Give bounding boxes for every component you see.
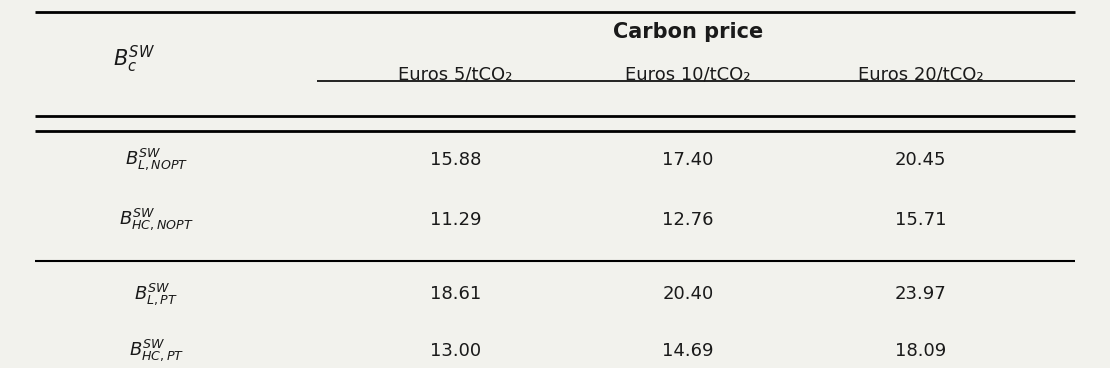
Text: $B_c^{SW}$: $B_c^{SW}$ <box>113 44 155 75</box>
Text: Carbon price: Carbon price <box>613 22 763 42</box>
Text: $B_{L,NOPT}^{SW}$: $B_{L,NOPT}^{SW}$ <box>124 147 188 173</box>
Text: 20.40: 20.40 <box>663 285 714 303</box>
Text: 15.71: 15.71 <box>895 210 946 229</box>
Text: 20.45: 20.45 <box>895 151 946 169</box>
Text: 11.29: 11.29 <box>430 210 481 229</box>
Text: Euros 10/tCO₂: Euros 10/tCO₂ <box>625 65 750 83</box>
Text: 18.61: 18.61 <box>430 285 481 303</box>
Text: 23.97: 23.97 <box>895 285 946 303</box>
Text: Euros 20/tCO₂: Euros 20/tCO₂ <box>858 65 983 83</box>
Text: 15.88: 15.88 <box>430 151 481 169</box>
Text: 13.00: 13.00 <box>430 342 481 360</box>
Text: 12.76: 12.76 <box>663 210 714 229</box>
Text: $B_{HC,PT}^{SW}$: $B_{HC,PT}^{SW}$ <box>129 338 184 363</box>
Text: $B_{L,PT}^{SW}$: $B_{L,PT}^{SW}$ <box>134 281 179 307</box>
Text: 14.69: 14.69 <box>663 342 714 360</box>
Text: 17.40: 17.40 <box>663 151 714 169</box>
Text: $B_{HC,NOPT}^{SW}$: $B_{HC,NOPT}^{SW}$ <box>119 207 193 233</box>
Text: Euros 5/tCO₂: Euros 5/tCO₂ <box>398 65 513 83</box>
Text: 18.09: 18.09 <box>895 342 946 360</box>
